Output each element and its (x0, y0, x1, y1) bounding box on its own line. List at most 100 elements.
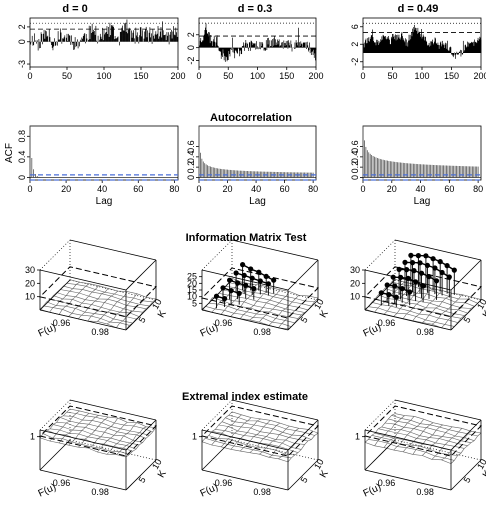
y-tick-label: 0 (186, 175, 196, 180)
exceedance-point (393, 294, 399, 300)
surface-grid-line (218, 293, 305, 313)
surface-grid-line (225, 417, 312, 440)
exceedance-point (243, 282, 249, 288)
surface-grid-line (106, 293, 138, 325)
x-axis-label: Lag (249, 196, 266, 207)
y-axis-label: K (481, 308, 486, 320)
surface-grid-line (49, 428, 137, 450)
z-tick-label: 1 (192, 432, 197, 442)
surface-grid-line (66, 283, 153, 303)
surface-grid-line (59, 417, 147, 439)
surface-grid-line (371, 435, 458, 456)
surface-grid-line (106, 422, 138, 455)
x-tick-label: 50 (387, 71, 397, 81)
y-axis-label: K (481, 468, 486, 480)
surface-grid-line (422, 293, 453, 323)
exceedance-point (213, 293, 220, 299)
x-axis-label: Lag (96, 196, 113, 207)
x-tick-label: 0.98 (416, 487, 434, 497)
x-tick-label: 50 (223, 71, 233, 81)
acf-panel-d049: 0 20 40 60 80 00.20.40.6 Lag (350, 125, 483, 207)
x-tick-label: 0.98 (416, 327, 434, 337)
surface-grid-line (69, 279, 157, 300)
x-tick-label: 0.98 (91, 487, 109, 497)
x-tick-label: 100 (250, 71, 265, 81)
surface-grid-line (59, 289, 147, 310)
exceedance-point (257, 278, 263, 284)
series-spikes (30, 19, 179, 51)
row-title-extremal-index: Extremal index estimate (182, 391, 308, 403)
surface-grid-line (205, 306, 292, 327)
y-tick-label: 0.6 (350, 140, 360, 153)
surface-grid-line (249, 289, 281, 321)
x-tick-label: 0.96 (53, 478, 71, 488)
surface-grid-line (228, 415, 315, 436)
surface-grid-line (58, 413, 90, 444)
exceedance-point (240, 262, 246, 268)
surface-grid-line (402, 288, 434, 319)
z-tick-label: 15 (187, 285, 197, 295)
surface-grid-line (378, 428, 465, 449)
x-tick-label: 20 (61, 184, 71, 194)
z-tick-label: 30 (25, 265, 35, 275)
exceedance-point (398, 274, 404, 280)
y-tick-label: 5 (299, 475, 310, 484)
box-edge (364, 439, 396, 471)
exceedance-point (426, 274, 432, 280)
exceedance-point (263, 273, 269, 279)
exceedance-point (432, 265, 438, 271)
exceedance-point (437, 259, 443, 265)
surface-grid-line (208, 435, 295, 456)
surface-grid-line (49, 281, 80, 313)
surface-grid-line (78, 416, 109, 448)
surface-grid-line (53, 424, 140, 446)
exceedance-point (433, 278, 440, 284)
y-tick-label: 0.4 (350, 151, 360, 164)
surface-grid-line (215, 429, 302, 450)
series-spikes (199, 23, 317, 62)
surface-grid-line (412, 290, 443, 321)
time-series-panel-d0: 0 50 100 150 200-302 (17, 17, 186, 81)
z-tick-label: 1 (30, 432, 35, 442)
surface-grid-line (431, 428, 463, 460)
surface-grid-line (125, 427, 157, 458)
exceedance-point (420, 283, 426, 289)
exceedance-point (248, 266, 254, 272)
x-tick-label: 40 (251, 184, 261, 194)
y-tick-label: 2 (350, 42, 360, 47)
surface-grid-line (259, 291, 290, 323)
surface-grid-line (394, 279, 482, 300)
exceedance-point (411, 268, 417, 274)
surface-grid-line (211, 414, 242, 446)
exceedance-point (384, 282, 390, 288)
x-tick-label: 0.96 (378, 478, 396, 488)
y-tick-label: 5 (137, 475, 148, 484)
x-tick-label: 0 (360, 71, 365, 81)
x-tick-label: 20 (223, 184, 233, 194)
z-tick-label: 10 (25, 292, 35, 302)
y-tick-label: 10 (312, 297, 326, 311)
box-edge (201, 269, 289, 291)
exceedance-point (402, 259, 408, 265)
box-edge (201, 429, 289, 451)
y-tick-label: 0.2 (186, 161, 196, 174)
y-tick-label: 0.2 (350, 161, 360, 174)
y-axis-label: K (318, 468, 331, 480)
surface-grid-line (393, 284, 424, 317)
z-tick-label: 30 (350, 265, 360, 275)
z-tick-label: 1 (355, 432, 360, 442)
acf-panel-d0: 0 20 40 60 80 0 0.4 0.8 Lag ACF (4, 125, 179, 207)
box-edge (364, 279, 396, 311)
box-back-edge (39, 239, 71, 271)
z-tick-label: 20 (350, 278, 360, 288)
z-tick-label: 10 (350, 292, 360, 302)
surface-grid-line (63, 415, 150, 436)
surface-grid-line (368, 306, 455, 327)
surface-grid-line (68, 285, 99, 317)
surface-grid-line (46, 301, 133, 324)
box-back-edge (364, 239, 396, 271)
x-tick-label: 0.96 (215, 478, 233, 488)
row-title-autocorrelation: Autocorrelation (210, 112, 292, 124)
series-spikes (363, 24, 482, 59)
